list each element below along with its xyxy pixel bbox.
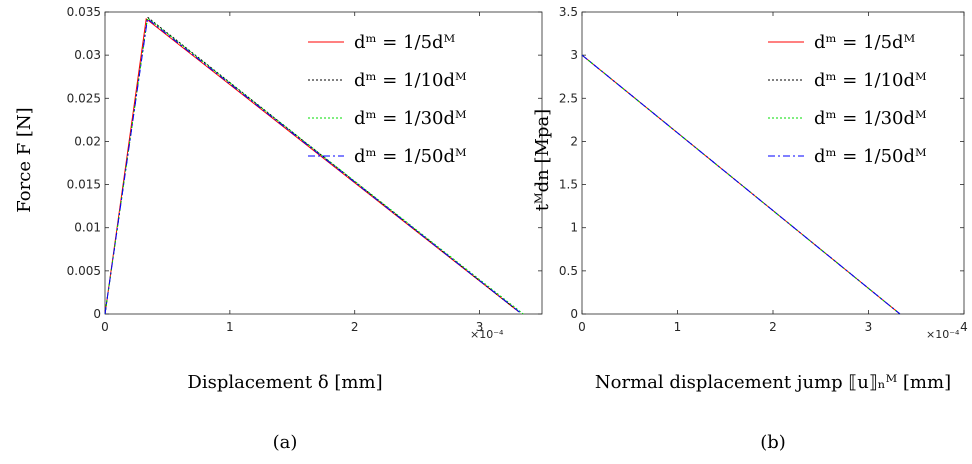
x-tick-label: 1 (674, 320, 682, 334)
series-line (581, 54, 901, 315)
legend-label: dᵐ = 1/50dᴹ (354, 146, 467, 167)
x-tick-label: 0 (578, 320, 586, 334)
x-tick-label: 1 (226, 320, 234, 334)
y-tick-label: 0.5 (559, 264, 578, 278)
legend-label: dᵐ = 1/30dᴹ (814, 108, 927, 129)
chart-b-plot-lines (581, 54, 901, 315)
chart-a-axes-box (104, 11, 543, 315)
y-tick-label: 0.005 (67, 264, 101, 278)
x-tick-label: 2 (351, 320, 359, 334)
y-tick-label: 2 (570, 134, 578, 148)
y-tick-label: 0.025 (67, 91, 101, 105)
y-tick-label: 1 (570, 221, 578, 235)
y-tick-label: 0.01 (74, 221, 101, 235)
chart-b-y-axis-label: tᴹdn [Mpa] (532, 109, 553, 211)
chart-a: 0 1 2 3 0 0.005 0.01 0.015 0.02 0.025 0.03 0.035 dᵐ… (14, 5, 543, 453)
x-tick-label: 4 (960, 320, 968, 334)
y-tick-label: 0.015 (67, 178, 101, 192)
x-tick-label: 3 (476, 320, 484, 334)
chart-a-plot-lines (104, 16, 524, 315)
chart-b-x-multiplier: ×10⁻⁴ (926, 328, 960, 341)
legend-label: dᵐ = 1/10dᴹ (814, 70, 927, 91)
legend-label: dᵐ = 1/50dᴹ (814, 146, 927, 167)
y-tick-label: 3 (570, 48, 578, 62)
chart-b-x-axis-label: Normal displacement jump ⟦u⟧ₙᴹ [mm] (595, 372, 951, 393)
chart-a-x-axis-label: Displacement δ [mm] (187, 372, 382, 393)
series-line (104, 17, 522, 315)
y-tick-label: 1.5 (559, 178, 578, 192)
chart-a-ticks: 0 1 2 3 0 0.005 0.01 0.015 0.02 0.025 0.03 0.035 (67, 5, 542, 334)
series-line (104, 17, 524, 315)
chart-a-y-axis-label: Force F [N] (14, 107, 35, 212)
y-tick-label: 0 (93, 307, 101, 321)
chart-b-caption: (b) (760, 432, 786, 453)
series-line (104, 16, 520, 315)
y-tick-label: 0.03 (74, 48, 101, 62)
legend-label: dᵐ = 1/5dᴹ (354, 32, 456, 53)
chart-b-legend: dᵐ = 1/5dᴹ dᵐ = 1/10dᴹ dᵐ = 1/30dᴹ dᵐ = 1/5… (768, 32, 927, 167)
chart-a-caption: (a) (273, 432, 298, 453)
chart-b: 0 1 2 3 4 0 0.5 1 1.5 2 2.5 3 3.5 dᵐ = 1/5dᴹ dᵐ = 1/1… (532, 5, 968, 453)
y-tick-label: 0 (570, 307, 578, 321)
legend-label: dᵐ = 1/30dᴹ (354, 108, 467, 129)
y-tick-label: 0.035 (67, 5, 101, 19)
y-tick-label: 3.5 (559, 5, 578, 19)
x-tick-label: 2 (769, 320, 777, 334)
legend-label: dᵐ = 1/5dᴹ (814, 32, 916, 53)
chart-b-ticks: 0 1 2 3 4 0 0.5 1 1.5 2 2.5 3 3.5 (559, 5, 968, 334)
y-tick-label: 2.5 (559, 91, 578, 105)
legend-label: dᵐ = 1/10dᴹ (354, 70, 467, 91)
series-line (104, 17, 519, 315)
y-tick-label: 0.02 (74, 134, 101, 148)
chart-a-x-multiplier: ×10⁻⁴ (470, 328, 504, 341)
x-tick-label: 0 (101, 320, 109, 334)
chart-a-legend: dᵐ = 1/5dᴹ dᵐ = 1/10dᴹ dᵐ = 1/30dᴹ dᵐ = 1/5… (308, 32, 467, 167)
x-tick-label: 3 (865, 320, 873, 334)
